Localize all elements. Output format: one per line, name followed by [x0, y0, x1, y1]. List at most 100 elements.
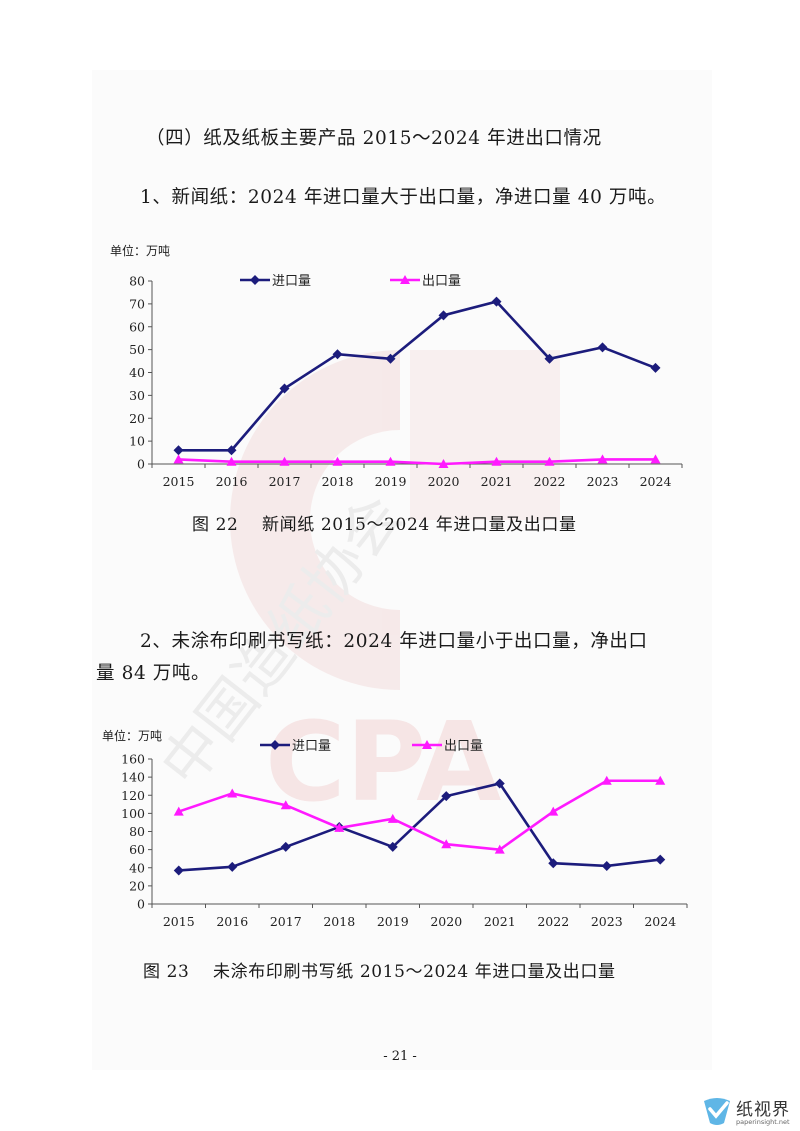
- paragraph-uncoated-line1: 2、未涂布印刷书写纸：2024 年进口量小于出口量，净出口: [140, 631, 648, 652]
- y-tick-label: 60: [129, 319, 145, 334]
- section-heading: （四）纸及纸板主要产品 2015～2024 年进出口情况: [146, 128, 602, 149]
- watermark-logo-text: CPA: [265, 698, 501, 826]
- data-point-export: [491, 456, 502, 466]
- data-point-export: [173, 806, 184, 816]
- y-tick-label: 40: [129, 860, 145, 875]
- figure-23-caption: 图 23 未涂布印刷书写纸 2015～2024 年进口量及出口量: [143, 962, 616, 982]
- watermark-logo-mark: [230, 350, 560, 690]
- y-tick-label: 60: [129, 842, 145, 857]
- y-tick-label: 70: [129, 296, 145, 311]
- data-point-import: [227, 861, 238, 872]
- y-tick-label: 20: [129, 411, 145, 426]
- page-number: - 21 -: [383, 1049, 417, 1064]
- x-tick-label: 2023: [587, 474, 619, 489]
- series-line-export: [178, 458, 656, 466]
- data-point-export: [597, 454, 608, 464]
- y-tick-label: 40: [129, 365, 145, 380]
- x-tick-label: 2018: [322, 474, 354, 489]
- data-point-export: [226, 456, 237, 466]
- data-point-export: [227, 788, 238, 798]
- chart-newsprint-svg: 单位：万吨 0 10 20 30 40 50 60 70 80 2015 2016 2017 2018 20…: [110, 243, 683, 489]
- paragraph-newsprint: 1、新闻纸：2024 年进口量大于出口量，净进口量 40 万吨。: [140, 187, 667, 208]
- x-tick-label: 2016: [216, 914, 248, 929]
- series-line-export: [178, 779, 661, 851]
- y-tick-label: 0: [137, 457, 145, 472]
- data-point-export: [438, 459, 449, 468]
- chart-uncoated-paper-svg: 单位：万吨 0 20 40 60 80 100 120 140 160 2015 2016 2017 20…: [102, 728, 688, 929]
- data-point-export: [280, 800, 291, 810]
- paperinsight-logo-icon: [704, 1098, 730, 1125]
- data-point-import: [597, 342, 608, 353]
- paragraph-uncoated-line2: 量 84 万吨。: [96, 663, 211, 684]
- chart-uncoated-paper: 单位：万吨 0 20 40 60 80 100 120 140 160 2015 2016 2017 20…: [90, 722, 710, 934]
- legend-marker-import: [270, 740, 280, 750]
- x-tick-label: 2019: [377, 914, 409, 929]
- data-point-export: [332, 456, 343, 466]
- legend-marker-import: [250, 275, 260, 285]
- data-point-import: [650, 362, 661, 373]
- legend-label-export: 出口量: [444, 739, 483, 754]
- data-point-import: [655, 854, 666, 865]
- data-point-import: [332, 349, 343, 360]
- logo-url: paperinsight.net: [736, 1118, 790, 1126]
- figure-22-caption: 图 22 新闻纸 2015～2024 年进口量及出口量: [192, 515, 577, 535]
- x-tick-label: 2020: [430, 914, 462, 929]
- x-tick-label: 2024: [644, 914, 676, 929]
- y-tick-label: 0: [137, 897, 145, 912]
- y-tick-label: 10: [129, 434, 145, 449]
- x-tick-label: 2017: [269, 474, 301, 489]
- series-line-import: [178, 781, 661, 872]
- data-point-import: [601, 860, 612, 871]
- paperinsight-logo: 纸视界 paperinsight.net: [700, 1093, 800, 1131]
- y-tick-label: 80: [129, 824, 145, 839]
- data-point-import: [491, 296, 502, 307]
- x-tick-label: 2019: [375, 474, 407, 489]
- data-point-import: [387, 841, 398, 852]
- data-point-export: [441, 839, 452, 849]
- x-tick-label: 2021: [481, 474, 513, 489]
- y-tick-label: 100: [121, 806, 145, 821]
- data-point-import: [548, 858, 559, 869]
- y-tick-label: 120: [121, 788, 145, 803]
- data-point-export: [650, 454, 661, 464]
- data-point-export: [334, 822, 345, 832]
- data-point-export: [387, 813, 398, 823]
- legend-marker-export: [400, 275, 410, 284]
- logo-name: 纸视界: [736, 1100, 790, 1120]
- y-tick-label: 30: [129, 388, 145, 403]
- chart-newsprint: 单位：万吨 0 10 20 30 40 50 60 70 80 2015 2016 2017 2018 20…: [90, 238, 710, 500]
- data-point-import: [173, 445, 184, 456]
- y-tick-label: 160: [121, 752, 145, 767]
- data-point-export: [544, 456, 555, 466]
- x-tick-label: 2017: [270, 914, 302, 929]
- x-tick-label: 2018: [323, 914, 355, 929]
- data-point-import: [438, 310, 449, 321]
- y-tick-label: 140: [121, 770, 145, 785]
- unit-label: 单位：万吨: [102, 728, 162, 743]
- data-point-import: [494, 778, 505, 789]
- x-tick-label: 2022: [537, 914, 569, 929]
- x-tick-label: 2022: [534, 474, 566, 489]
- legend-label-import: 进口量: [292, 739, 331, 754]
- legend-label-export: 出口量: [422, 274, 461, 289]
- x-tick-label: 2015: [163, 914, 195, 929]
- data-point-import: [544, 353, 555, 364]
- unit-label: 单位：万吨: [110, 243, 170, 258]
- legend-marker-export: [422, 740, 432, 749]
- y-tick-label: 50: [129, 342, 145, 357]
- y-tick-label: 20: [129, 878, 145, 893]
- data-point-export: [173, 454, 184, 464]
- data-point-export: [601, 775, 612, 785]
- data-point-import: [441, 791, 452, 802]
- x-tick-label: 2021: [484, 914, 516, 929]
- x-tick-label: 2020: [428, 474, 460, 489]
- data-point-export: [494, 844, 505, 854]
- data-point-export: [385, 456, 396, 466]
- x-tick-label: 2016: [216, 474, 248, 489]
- series-line-import: [178, 300, 656, 452]
- x-tick-label: 2023: [591, 914, 623, 929]
- data-point-export: [548, 806, 559, 816]
- data-point-import: [279, 383, 290, 394]
- page-background: [92, 70, 712, 1070]
